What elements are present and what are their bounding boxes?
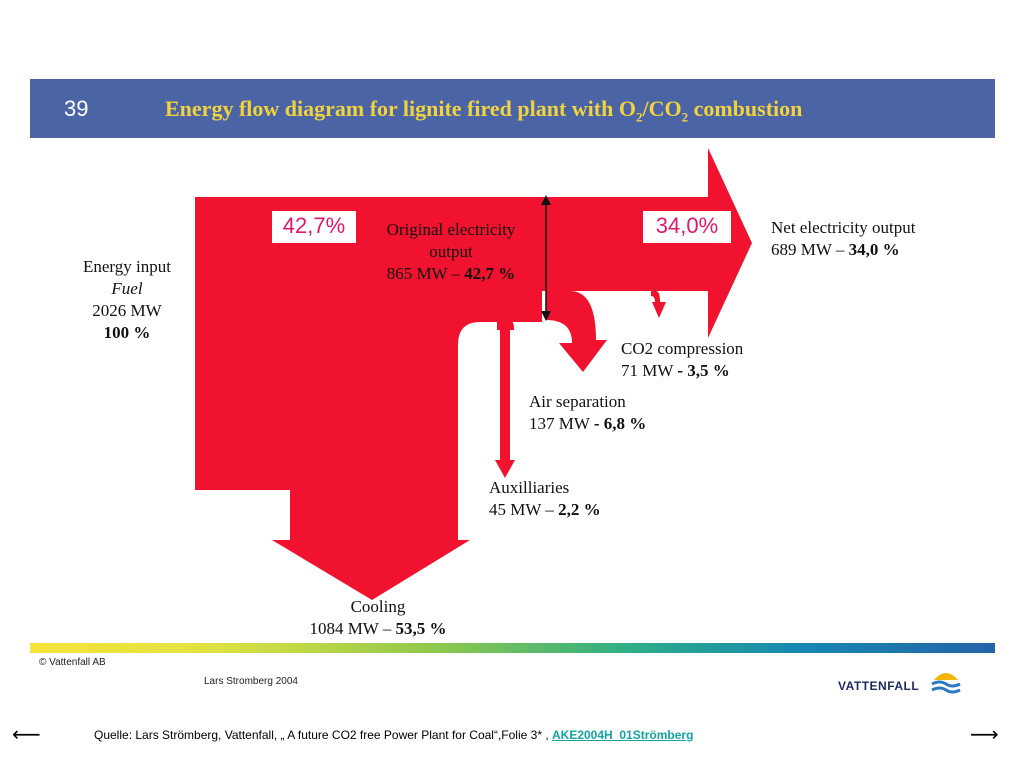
air-separation-label: Air separation 137 MW - 6,8 % [529,392,647,433]
copyright-text: © Vattenfall AB [39,657,106,668]
arrowhead-up-icon [541,195,551,205]
auxiliaries-flow [497,322,514,340]
auxiliaries-label: Auxilliaries 45 MW – 2,2 % [489,478,601,519]
slide-header-bar [30,79,995,138]
source-link[interactable]: AKE2004H_01Strömberg [552,728,694,742]
co2-compression-label: CO2 compression 71 MW - 3,5 % [621,339,744,380]
fuel-input-flow [195,197,542,600]
arrowhead-down-icon [541,311,551,321]
co2-offshoot-flow [651,291,666,318]
air-separation-flow [495,330,515,478]
percent-original-box: 42,7% [272,211,356,243]
source-citation: Quelle: Lars Strömberg, Vattenfall, „ A … [94,728,694,742]
author-text: Lars Stromberg 2004 [204,676,298,687]
cooling-label: Cooling 1084 MW – 53,5 % [309,597,447,638]
net-electricity-arrow [542,148,752,338]
footer-gradient-bar [30,643,995,653]
left-arrow-icon[interactable]: ⟵ [12,722,41,746]
vattenfall-logo-icon [931,673,961,694]
co2-compression-flow [546,291,607,372]
net-output-label: Net electricity output 689 MW – 34,0 % [771,218,916,259]
original-output-label: Original electricity output 865 MW – 42,… [386,220,516,283]
energy-input-label: Energy input Fuel 2026 MW 100 % [83,257,171,342]
slide-title: Energy flow diagram for lignite fired pl… [165,96,803,125]
right-arrow-icon[interactable]: ⟶ [970,722,999,746]
percent-net-box: 34,0% [643,211,731,243]
slide-number: 39 [64,96,89,121]
vattenfall-logo-text: VATTENFALL [838,679,920,693]
